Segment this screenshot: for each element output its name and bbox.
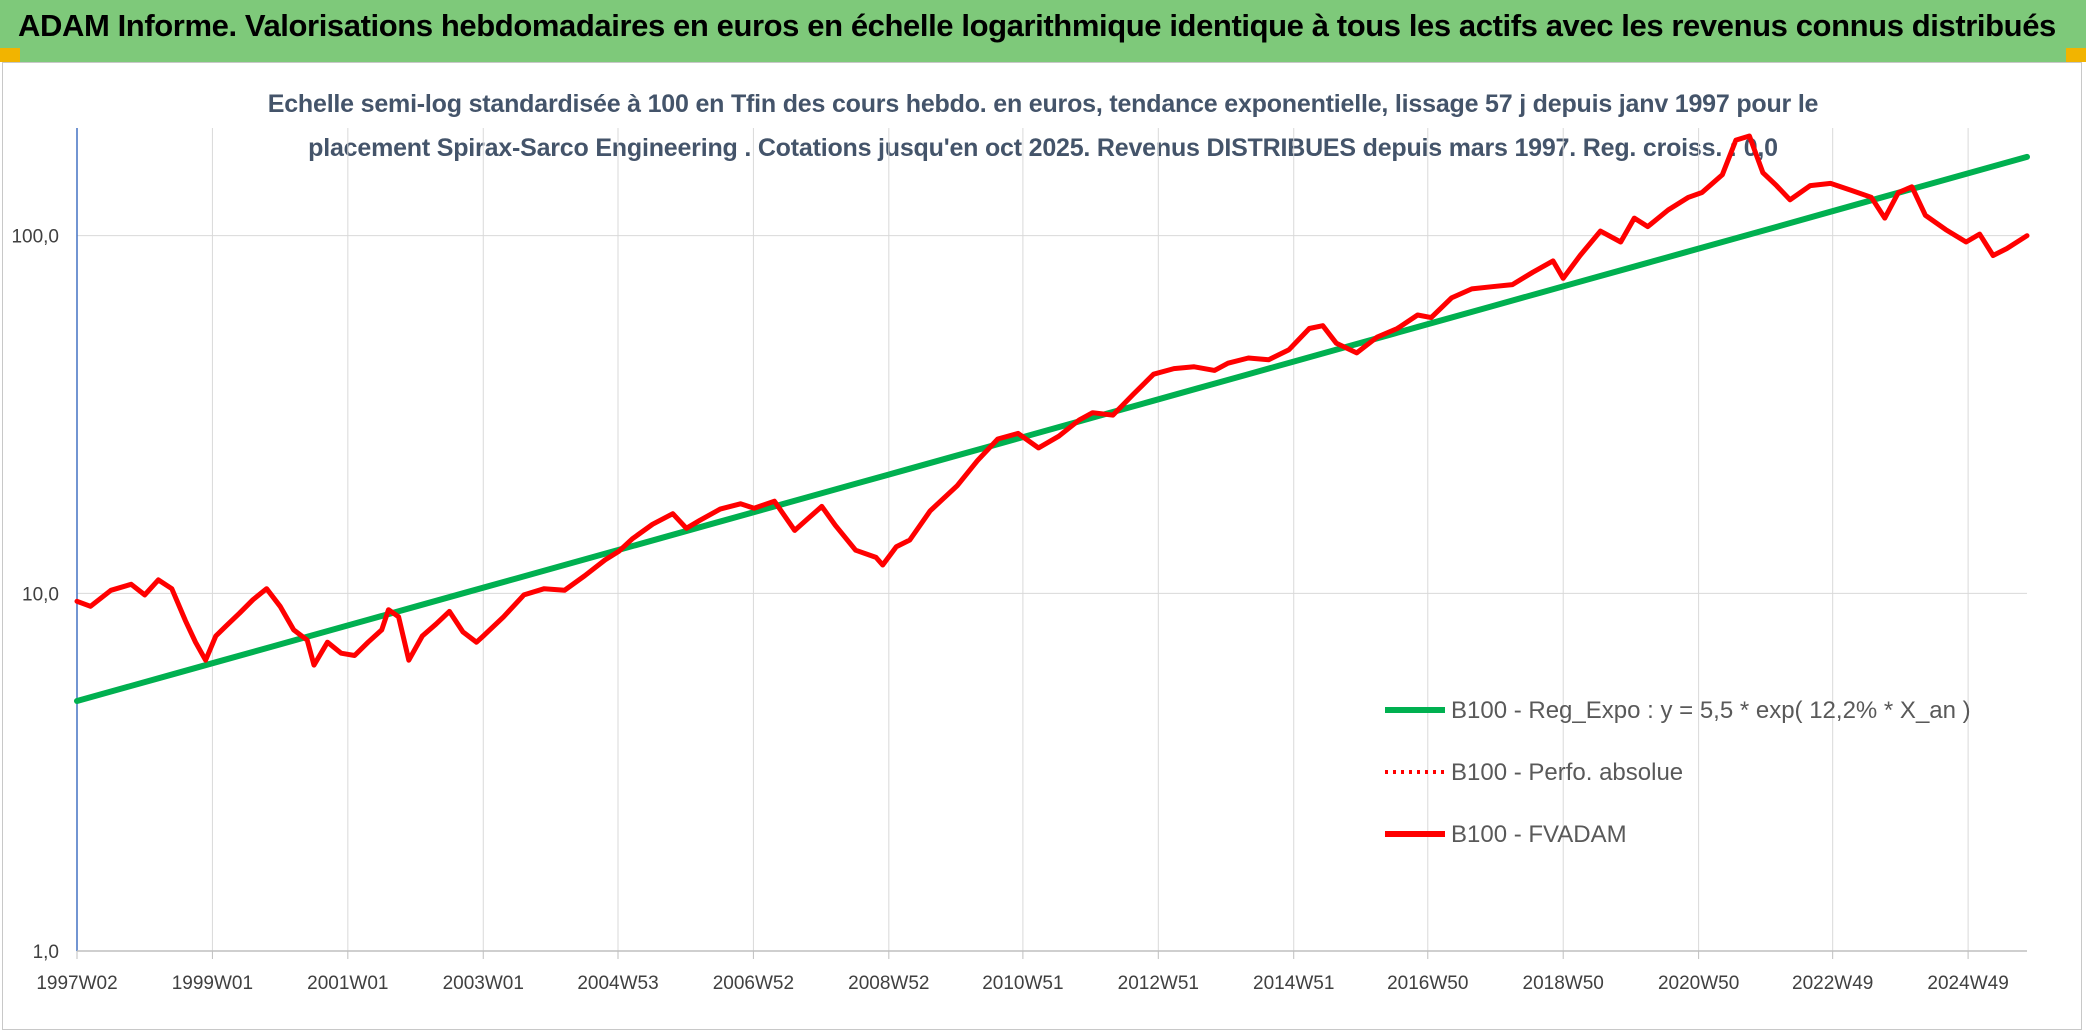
x-tick-label: 2018W50 <box>1523 973 1604 994</box>
x-tick-label: 2014W51 <box>1253 973 1334 994</box>
report-banner: ADAM Informe. Valorisations hebdomadaire… <box>0 0 2086 62</box>
legend-label: B100 - Perfo. absolue <box>1451 759 1683 786</box>
x-tick-label: 2004W53 <box>577 973 658 994</box>
x-tick-label: 2024W49 <box>1927 973 2008 994</box>
chart-subtitle-line-1: Echelle semi-log standardisée à 100 en T… <box>267 90 1819 118</box>
x-tick-label: 2016W50 <box>1387 973 1468 994</box>
x-tick-label: 1997W02 <box>36 973 117 994</box>
series-reg-expo-line <box>74 153 2030 704</box>
legend: B100 - Reg_Expo : y = 5,5 * exp( 12,2% *… <box>1385 697 1971 848</box>
x-axis-ticks: 1997W02 1999W01 2001W01 2003W01 2004W53 2006W… <box>36 951 2009 994</box>
x-tick-label: 2022W49 <box>1792 973 1873 994</box>
y-tick-label: 1,0 <box>33 942 59 963</box>
legend-label: B100 - FVADAM <box>1451 821 1627 848</box>
x-tick-label: 2020W50 <box>1658 973 1739 994</box>
legend-label: B100 - Reg_Expo : y = 5,5 * exp( 12,2% *… <box>1451 697 1971 724</box>
report-title: ADAM Informe. Valorisations hebdomadaire… <box>18 8 2056 43</box>
x-tick-label: 2003W01 <box>443 973 524 994</box>
y-tick-label: 10,0 <box>22 584 59 605</box>
corner-marker-right <box>2066 48 2086 62</box>
x-tick-label: 2008W52 <box>848 973 929 994</box>
x-tick-label: 2012W51 <box>1118 973 1199 994</box>
y-axis-ticks: 1,0 10,0 100,0 <box>11 227 59 963</box>
x-tick-label: 1999W01 <box>172 973 253 994</box>
series-layer <box>74 133 2030 704</box>
chart-subtitle-line-2: placement Spirax-Sarco Engineering . Cot… <box>308 134 1778 162</box>
x-tick-label: 2010W51 <box>982 973 1063 994</box>
gridlines <box>76 128 2027 952</box>
y-tick-label: 100,0 <box>11 227 59 248</box>
series-fvadam-line <box>74 133 2030 668</box>
corner-marker-left <box>0 48 20 62</box>
x-tick-label: 2006W52 <box>713 973 794 994</box>
chart-frame <box>2 62 2082 1030</box>
x-tick-label: 2001W01 <box>307 973 388 994</box>
